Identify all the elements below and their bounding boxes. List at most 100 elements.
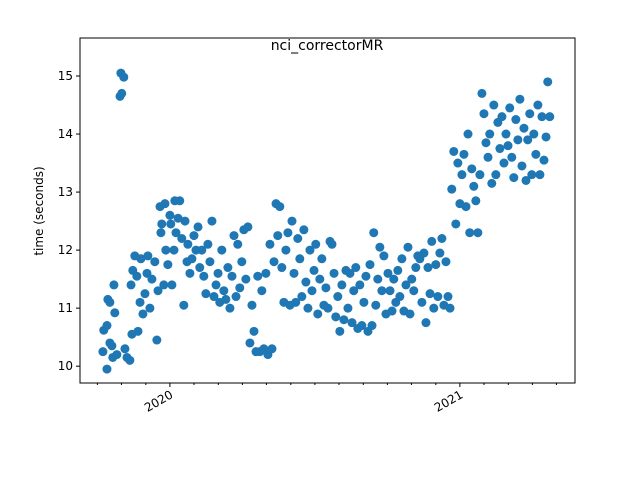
point [175, 196, 185, 206]
point [489, 100, 499, 110]
point [293, 234, 303, 244]
point [457, 170, 467, 180]
point [507, 152, 517, 162]
point [495, 144, 505, 154]
point [105, 297, 115, 307]
point [267, 344, 277, 354]
point [357, 321, 367, 331]
point [305, 245, 315, 255]
point [136, 254, 146, 264]
point [367, 321, 377, 331]
point [349, 286, 359, 296]
point [389, 274, 399, 284]
point [241, 274, 251, 284]
point [165, 210, 175, 220]
point [339, 315, 349, 325]
point [539, 155, 549, 165]
point [180, 216, 190, 226]
point [545, 112, 555, 122]
point [461, 202, 471, 212]
point [535, 170, 545, 180]
point [533, 100, 543, 110]
point [417, 297, 427, 307]
point [501, 129, 511, 139]
point [233, 239, 243, 249]
point [291, 297, 301, 307]
point [347, 318, 357, 328]
point [383, 268, 393, 278]
point [515, 94, 525, 104]
point [249, 326, 259, 336]
point [343, 303, 353, 313]
y-tick-label: 15 [58, 69, 73, 83]
point [463, 129, 473, 139]
point [543, 77, 553, 87]
point [287, 216, 297, 226]
point [126, 280, 136, 290]
point [197, 245, 207, 255]
point [351, 263, 361, 273]
point [223, 263, 233, 273]
point [541, 132, 551, 142]
point [333, 292, 343, 302]
point [397, 254, 407, 264]
point [429, 303, 439, 313]
point [371, 300, 381, 310]
point [125, 355, 135, 365]
point [133, 326, 143, 336]
point [117, 88, 127, 98]
point [253, 271, 263, 281]
point [167, 280, 177, 290]
point [193, 222, 203, 232]
point [297, 292, 307, 302]
point [337, 280, 347, 290]
point [273, 231, 283, 241]
point [443, 292, 453, 302]
point [497, 112, 507, 122]
y-tick-label: 13 [58, 185, 73, 199]
point [163, 260, 173, 270]
point [425, 289, 435, 299]
point [199, 271, 209, 281]
chart-title: nci_correctorMR [271, 38, 384, 54]
point [359, 297, 369, 307]
point [209, 292, 219, 302]
point [138, 309, 148, 319]
point [157, 219, 167, 229]
point [102, 364, 112, 374]
point [112, 350, 122, 360]
point [435, 248, 445, 258]
point [335, 326, 345, 336]
point [247, 300, 257, 310]
point [419, 248, 429, 258]
point [321, 283, 331, 293]
point [423, 263, 433, 273]
point [487, 178, 497, 188]
point [467, 164, 477, 174]
point [107, 341, 117, 351]
point [143, 251, 153, 261]
point [217, 245, 227, 255]
point [505, 103, 515, 113]
point [355, 280, 365, 290]
point [205, 257, 215, 267]
point [277, 263, 287, 273]
point [152, 335, 162, 345]
point [145, 303, 155, 313]
point [475, 170, 485, 180]
point [481, 138, 491, 148]
point [225, 303, 235, 313]
point [245, 338, 255, 348]
point [166, 219, 176, 229]
y-tick-label: 14 [58, 127, 73, 141]
point [327, 239, 337, 249]
axes-frame [79, 37, 576, 384]
point [120, 344, 130, 354]
point [301, 277, 311, 287]
point [447, 184, 457, 194]
point [517, 161, 527, 171]
point [173, 213, 183, 223]
point [109, 280, 119, 290]
